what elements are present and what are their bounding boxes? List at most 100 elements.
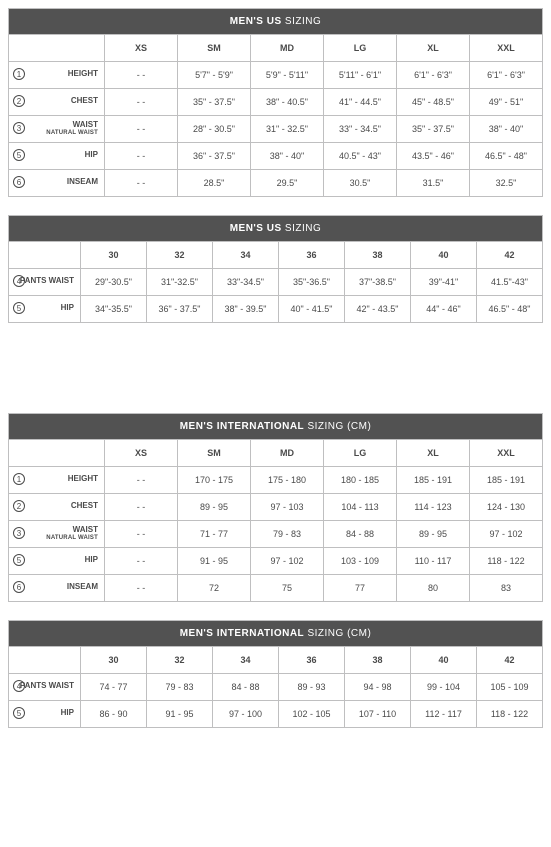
size-header: LG bbox=[324, 440, 397, 467]
data-cell: 46.5" - 48" bbox=[470, 143, 543, 170]
row-label-cell: 3 WAISTNATURAL WAIST bbox=[9, 116, 105, 143]
table-row: 6INSEAM- -28.5"29.5"30.5"31.5"32.5" bbox=[9, 170, 543, 197]
data-cell: 170 - 175 bbox=[178, 467, 251, 494]
sizing-charts: MEN'S US SIZING XSSMMDLGXLXXL1HEIGHT- -5… bbox=[8, 8, 543, 728]
data-cell: 99 - 104 bbox=[411, 674, 477, 701]
size-header: 34 bbox=[213, 647, 279, 674]
size-header: 30 bbox=[81, 242, 147, 269]
row-number-icon: 5 bbox=[13, 302, 25, 314]
data-cell: 83 bbox=[470, 575, 543, 602]
size-header: SM bbox=[178, 440, 251, 467]
data-cell: - - bbox=[105, 116, 178, 143]
title-bold: MEN'S US bbox=[230, 223, 282, 234]
row-label-cell: 5 HIP bbox=[9, 143, 105, 170]
blank-header bbox=[9, 647, 81, 674]
data-cell: 39"-41" bbox=[411, 269, 477, 296]
data-cell: 102 - 105 bbox=[279, 701, 345, 728]
data-cell: 37"-38.5" bbox=[345, 269, 411, 296]
row-label: INSEAM bbox=[67, 583, 98, 592]
data-cell: 40" - 41.5" bbox=[279, 296, 345, 323]
data-cell: 29"-30.5" bbox=[81, 269, 147, 296]
data-cell: 5'9" - 5'11" bbox=[251, 62, 324, 89]
data-cell: - - bbox=[105, 89, 178, 116]
row-label-cell: 4PANTS WAIST bbox=[9, 674, 81, 701]
row-label-cell: 5HIP bbox=[9, 701, 81, 728]
size-header: 40 bbox=[411, 242, 477, 269]
data-cell: 31" - 32.5" bbox=[251, 116, 324, 143]
row-number-icon: 6 bbox=[13, 581, 25, 593]
row-number-icon: 3 bbox=[13, 122, 25, 134]
row-label: WAISTNATURAL WAIST bbox=[46, 121, 98, 136]
data-cell: 38" - 40" bbox=[251, 143, 324, 170]
data-cell: 31"-32.5" bbox=[147, 269, 213, 296]
data-cell: 40.5" - 43" bbox=[324, 143, 397, 170]
title-thin: SIZING (CM) bbox=[304, 421, 371, 432]
row-label-cell: 1 HEIGHT bbox=[9, 62, 105, 89]
row-number-icon: 5 bbox=[13, 149, 25, 161]
data-cell: 80 bbox=[397, 575, 470, 602]
row-label: HEIGHT bbox=[68, 70, 98, 79]
row-label: HIP bbox=[85, 556, 98, 565]
table-row: 4PANTS WAIST29"-30.5"31"-32.5"33"-34.5"3… bbox=[9, 269, 543, 296]
data-cell: 28.5" bbox=[178, 170, 251, 197]
size-header: 36 bbox=[279, 647, 345, 674]
data-cell: 29.5" bbox=[251, 170, 324, 197]
size-header: 30 bbox=[81, 647, 147, 674]
data-cell: 6'1" - 6'3" bbox=[470, 62, 543, 89]
table-title: MEN'S INTERNATIONAL SIZING (CM) bbox=[9, 414, 543, 440]
data-cell: - - bbox=[105, 467, 178, 494]
row-number-icon: 1 bbox=[13, 68, 25, 80]
data-cell: 36" - 37.5" bbox=[147, 296, 213, 323]
data-cell: - - bbox=[105, 62, 178, 89]
data-cell: 79 - 83 bbox=[251, 521, 324, 548]
data-cell: 185 - 191 bbox=[470, 467, 543, 494]
size-header: XXL bbox=[470, 35, 543, 62]
data-cell: 35" - 37.5" bbox=[397, 116, 470, 143]
data-cell: - - bbox=[105, 575, 178, 602]
size-header: 34 bbox=[213, 242, 279, 269]
data-cell: 112 - 117 bbox=[411, 701, 477, 728]
size-header: 42 bbox=[477, 647, 543, 674]
row-label-cell: 1HEIGHT bbox=[9, 467, 105, 494]
size-header: XS bbox=[105, 35, 178, 62]
sizing-table: MEN'S US SIZING XSSMMDLGXLXXL1HEIGHT- -5… bbox=[8, 8, 543, 197]
size-header: MD bbox=[251, 440, 324, 467]
row-label: PANTS WAIST bbox=[20, 277, 74, 286]
data-cell: 5'11" - 6'1" bbox=[324, 62, 397, 89]
data-cell: 46.5" - 48" bbox=[477, 296, 543, 323]
row-label: CHEST bbox=[71, 97, 98, 106]
row-label-cell: 2CHEST bbox=[9, 494, 105, 521]
row-label-cell: 5 HIP bbox=[9, 548, 105, 575]
data-cell: 84 - 88 bbox=[324, 521, 397, 548]
data-cell: 35" - 37.5" bbox=[178, 89, 251, 116]
size-header: MD bbox=[251, 35, 324, 62]
data-cell: 103 - 109 bbox=[324, 548, 397, 575]
row-number-icon: 5 bbox=[13, 554, 25, 566]
table-row: 5HIP- -91 - 9597 - 102103 - 109110 - 117… bbox=[9, 548, 543, 575]
data-cell: 71 - 77 bbox=[178, 521, 251, 548]
table-row: 2CHEST- -35" - 37.5"38" - 40.5"41" - 44.… bbox=[9, 89, 543, 116]
row-label-cell: 3WAISTNATURAL WAIST bbox=[9, 521, 105, 548]
data-cell: 124 - 130 bbox=[470, 494, 543, 521]
row-label-cell: 2CHEST bbox=[9, 89, 105, 116]
row-number-icon: 2 bbox=[13, 500, 25, 512]
table-wrapper: MEN'S INTERNATIONAL SIZING (CM) XSSMMDLG… bbox=[8, 413, 543, 602]
row-number-icon: 5 bbox=[13, 707, 25, 719]
title-bold: MEN'S INTERNATIONAL bbox=[180, 421, 304, 432]
data-cell: 44" - 46" bbox=[411, 296, 477, 323]
data-cell: 97 - 102 bbox=[470, 521, 543, 548]
row-label: HIP bbox=[85, 151, 98, 160]
title-thin: SIZING bbox=[282, 16, 322, 27]
size-header: 40 bbox=[411, 647, 477, 674]
sizing-table: MEN'S US SIZING 303234363840424PANTS WAI… bbox=[8, 215, 543, 323]
data-cell: 28" - 30.5" bbox=[178, 116, 251, 143]
data-cell: 34"-35.5" bbox=[81, 296, 147, 323]
data-cell: 118 - 122 bbox=[477, 701, 543, 728]
data-cell: - - bbox=[105, 521, 178, 548]
sizing-table: MEN'S INTERNATIONAL SIZING (CM) 30323436… bbox=[8, 620, 543, 728]
data-cell: 31.5" bbox=[397, 170, 470, 197]
table-row: 4PANTS WAIST74 - 7779 - 8384 - 8889 - 93… bbox=[9, 674, 543, 701]
row-sublabel: NATURAL WAIST bbox=[46, 130, 98, 137]
table-row: 5HIP- -36" - 37.5"38" - 40"40.5" - 43"43… bbox=[9, 143, 543, 170]
row-number-icon: 4 bbox=[13, 275, 25, 287]
